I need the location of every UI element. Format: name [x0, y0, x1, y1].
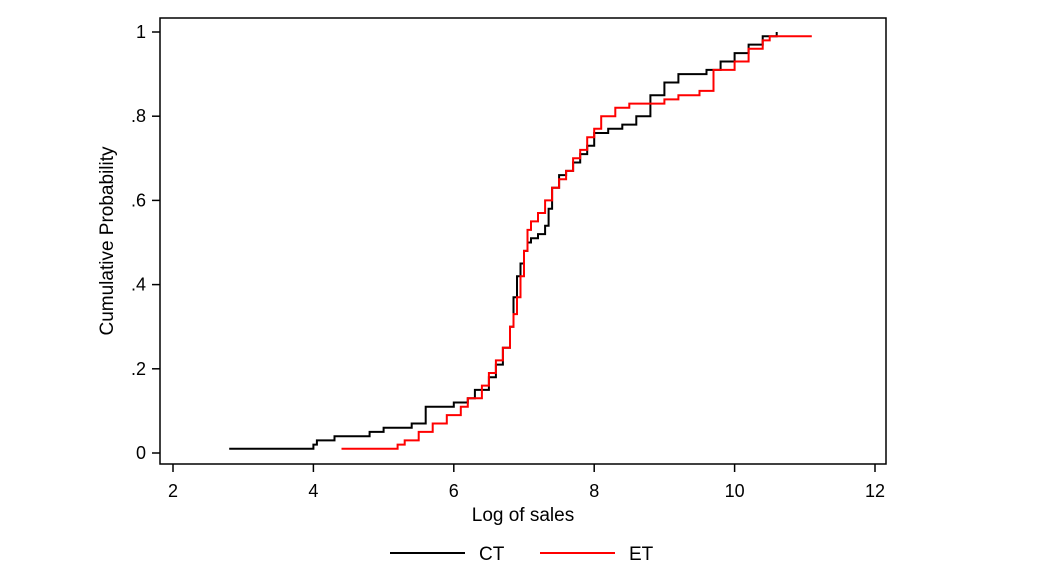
x-tick-label-4: 10 — [725, 481, 745, 501]
y-tick-label-2: .4 — [131, 275, 146, 295]
x-tick-label-1: 4 — [308, 481, 318, 501]
legend: CT ET — [390, 544, 654, 565]
y-axis: 0 .2 .4 .6 .8 1 — [131, 22, 160, 463]
series-line-ct — [229, 32, 778, 450]
x-axis: 2 4 6 8 10 12 — [168, 464, 885, 501]
series-line-et — [341, 35, 812, 450]
legend-label-ct: CT — [479, 544, 505, 565]
x-tick-label-5: 12 — [865, 481, 885, 501]
x-tick-label-2: 6 — [449, 481, 459, 501]
y-tick-label-5: 1 — [136, 22, 146, 42]
y-tick-label-0: 0 — [136, 443, 146, 463]
x-tick-label-0: 2 — [168, 481, 178, 501]
y-tick-label-1: .2 — [131, 359, 146, 379]
legend-label-et: ET — [629, 544, 654, 565]
x-axis-title: Log of sales — [472, 505, 574, 526]
plot-frame — [159, 17, 887, 465]
x-tick-label-3: 8 — [589, 481, 599, 501]
y-axis-title: Cumulative Probability — [97, 146, 118, 336]
y-tick-label-4: .8 — [131, 106, 146, 126]
series-layer — [229, 32, 812, 450]
y-tick-label-3: .6 — [131, 190, 146, 210]
